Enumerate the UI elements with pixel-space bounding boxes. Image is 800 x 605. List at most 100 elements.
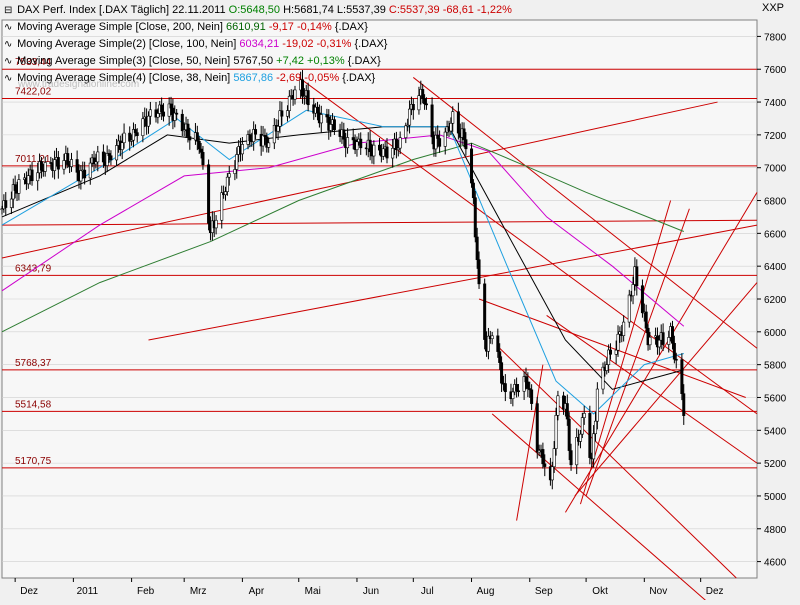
chart-title: DAX Perf. Index [.DAX Täglich] 22.11.201… — [17, 4, 226, 16]
candle-body — [556, 395, 560, 416]
legend-suffix: {.DAX} — [342, 72, 376, 84]
candle-body — [267, 142, 271, 148]
ohlc-close: C:5537,39 — [388, 4, 440, 16]
candle-body — [475, 236, 479, 261]
candle-body — [473, 197, 477, 238]
candle-body — [550, 466, 554, 481]
minimize-icon[interactable]: ⊟ — [4, 5, 13, 16]
y-tick-label: 5200 — [764, 459, 787, 470]
candle-body — [319, 114, 323, 124]
level-label: 7533,44 — [15, 57, 52, 68]
candle-body — [0, 208, 4, 211]
candle-body — [528, 388, 532, 391]
candle-body — [233, 169, 237, 174]
candle-body — [199, 148, 203, 153]
legend-label: Moving Average Simple(3) [Close, 50, Nei… — [17, 55, 231, 67]
trend-line — [298, 77, 758, 415]
candle-body — [261, 135, 265, 147]
candle-body — [500, 362, 504, 384]
ma-line — [1, 142, 684, 333]
candle-body — [141, 118, 145, 136]
legend-item-ma100[interactable]: ∿ Moving Average Simple(2) [Close, 100, … — [4, 36, 512, 53]
candle-body — [69, 159, 73, 167]
candle-body — [56, 157, 60, 170]
legend-change: -19,02 — [282, 38, 314, 50]
candle-body — [424, 103, 428, 106]
trend-line — [516, 364, 544, 521]
candle-body — [593, 420, 597, 435]
candle-body — [53, 159, 57, 171]
legend-item-ma50[interactable]: ∿ Moving Average Simple(3) [Close, 50, N… — [4, 53, 512, 70]
candle-body — [565, 403, 569, 420]
candle-body — [614, 349, 618, 355]
legend-suffix: {.DAX} — [354, 38, 388, 50]
x-tick-label: Mrz — [190, 586, 207, 597]
legend-value: 5867,86 — [233, 72, 274, 84]
candle-body — [351, 137, 355, 141]
candle-body — [640, 285, 644, 314]
candle-body — [329, 124, 333, 131]
candle-body — [582, 413, 586, 418]
candle-body — [680, 359, 684, 394]
ma-line — [1, 134, 685, 327]
candle-body — [385, 146, 389, 159]
line-indicator-icon: ∿ — [4, 73, 13, 84]
candle-body — [616, 333, 620, 351]
candle-body — [580, 417, 584, 435]
candle-body — [207, 164, 211, 224]
candle-body — [220, 192, 224, 221]
x-tick-label: Sep — [535, 586, 553, 597]
candle-body — [530, 389, 534, 404]
candle-body — [631, 284, 635, 297]
legend-change: +7,42 — [276, 55, 304, 67]
candle-body — [622, 321, 626, 336]
candle-body — [515, 384, 519, 392]
candle-body — [254, 129, 258, 135]
candle-body — [83, 169, 87, 179]
candle-body — [498, 351, 502, 363]
candle-body — [648, 336, 652, 346]
x-tick-label: Apr — [249, 586, 265, 597]
level-label: 7422,02 — [15, 86, 52, 97]
legend-value: 6034,21 — [239, 38, 280, 50]
candle-body — [391, 147, 395, 159]
candle-body — [36, 172, 40, 182]
line-indicator-icon: ∿ — [4, 39, 13, 50]
candle-body — [443, 131, 447, 147]
candle-body — [436, 134, 440, 139]
candle-body — [214, 219, 218, 229]
candle-body — [252, 129, 256, 142]
legend-value: 6610,91 — [225, 21, 266, 33]
y-tick-label: 6000 — [764, 328, 787, 339]
candle-body — [225, 176, 229, 192]
candle-body — [272, 124, 276, 144]
candle-body — [592, 433, 596, 460]
candle-body — [355, 141, 359, 151]
candle-body — [130, 139, 134, 142]
legend-item-ma200[interactable]: ∿ Moving Average Simple [Close, 200, Nei… — [4, 19, 512, 36]
candle-body — [327, 116, 331, 131]
candle-body — [451, 111, 455, 124]
candle-body — [133, 129, 137, 133]
candle-body — [667, 337, 671, 345]
candle-body — [131, 129, 135, 141]
candle-body — [524, 376, 528, 383]
candle-body — [26, 175, 30, 185]
candle-body — [486, 335, 490, 352]
x-tick-label: Mai — [305, 586, 321, 597]
y-tick-label: 7600 — [764, 65, 787, 76]
candle-body — [569, 450, 573, 466]
legend-item-ma38[interactable]: ∿ Moving Average Simple(4) [Close, 38, N… — [4, 70, 512, 87]
candle-body — [372, 144, 376, 157]
candle-body — [17, 179, 21, 194]
candle-body — [188, 136, 192, 141]
candle-body — [381, 148, 385, 157]
candle-body — [537, 450, 541, 453]
currency-label: XXP — [762, 2, 785, 14]
candle-body — [682, 393, 686, 416]
candle-body — [175, 112, 179, 115]
candle-body — [526, 381, 530, 389]
candle-body — [11, 184, 15, 200]
line-indicator-icon: ∿ — [4, 56, 13, 67]
candle-body — [92, 157, 96, 165]
